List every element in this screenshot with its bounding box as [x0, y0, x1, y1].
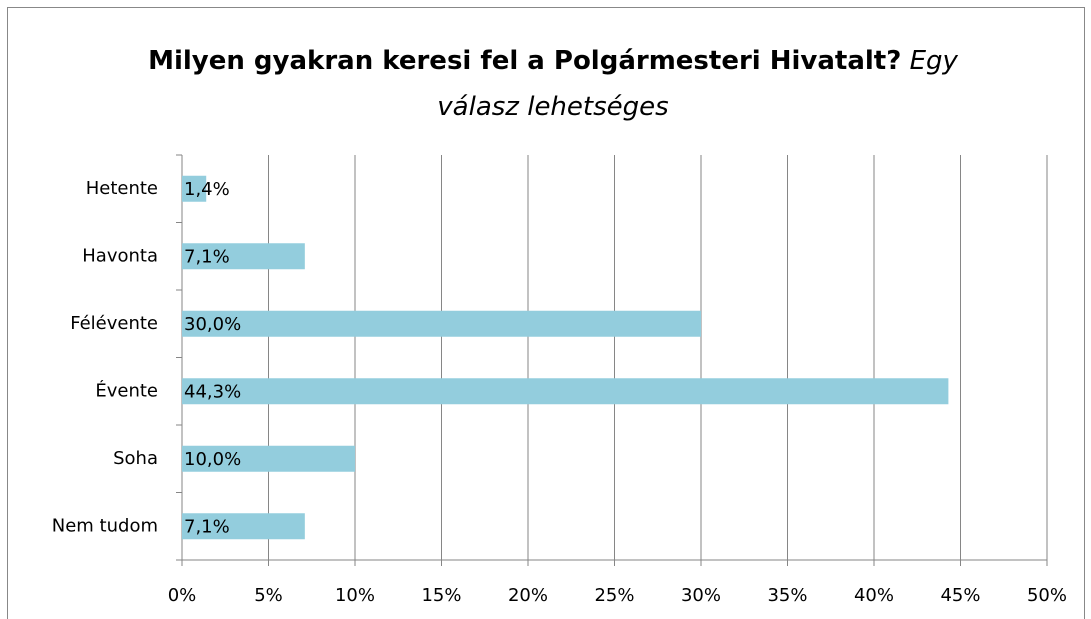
y-tick-label: Hetente [86, 178, 158, 199]
x-tick-label: 25% [594, 585, 634, 606]
x-tick-label: 35% [767, 585, 807, 606]
chart-title-block: Milyen gyakran keresi fel a Polgármester… [108, 38, 998, 130]
y-tick-label: Soha [113, 448, 158, 469]
y-tick-label: Nem tudom [52, 515, 158, 536]
x-tick-label: 30% [681, 585, 721, 606]
x-tick-label: 45% [940, 585, 980, 606]
bar [182, 513, 305, 540]
bar [182, 445, 355, 472]
x-tick-label: 20% [508, 585, 548, 606]
value-label: 7,1% [184, 516, 230, 537]
y-tick-label: Havonta [82, 245, 158, 266]
bar [182, 243, 305, 270]
x-tick-label: 5% [254, 585, 283, 606]
chart-title: Milyen gyakran keresi fel a Polgármester… [148, 46, 902, 76]
value-label: 10,0% [184, 449, 241, 470]
bar [182, 378, 949, 405]
x-tick-label: 50% [1027, 585, 1067, 606]
value-label: 7,1% [184, 246, 230, 267]
x-tick-label: 15% [421, 585, 461, 606]
x-tick-label: 0% [168, 585, 197, 606]
value-label: 44,3% [184, 381, 241, 402]
value-label: 30,0% [184, 314, 241, 335]
chart-subtitle: Egy válasz lehetséges [437, 46, 958, 122]
bar [182, 175, 207, 202]
bar [182, 310, 701, 337]
value-label: 1,4% [184, 179, 230, 200]
y-tick-label: Évente [95, 379, 158, 401]
y-tick-label: Félévente [70, 313, 158, 334]
x-tick-label: 40% [854, 585, 894, 606]
x-tick-label: 10% [335, 585, 375, 606]
